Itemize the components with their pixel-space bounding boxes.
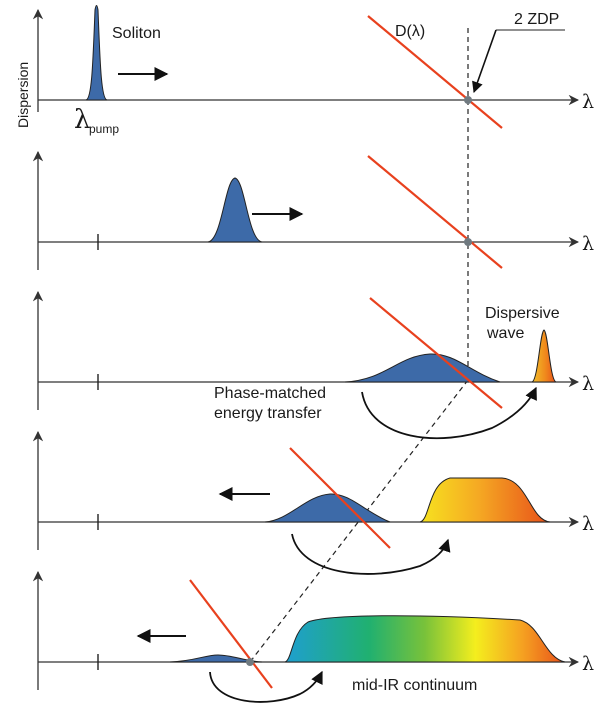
panel-1-lambda-label: λ: [582, 91, 594, 113]
panel-4: λ: [32, 430, 594, 575]
dispersion-curve-5: [189, 579, 273, 689]
zdp-marker-1: [464, 96, 472, 104]
dispersion-curve-4: [289, 447, 391, 549]
panel-5: λ mid-IR continuum: [32, 570, 594, 703]
shifted-soliton-pulse: [207, 177, 263, 243]
pump-lambda-subscript: pump: [89, 122, 119, 136]
dispersive-wave-pulse: [531, 329, 557, 383]
energy-transfer-arrow-3: [361, 386, 537, 440]
continuum-label: mid-IR continuum: [352, 677, 477, 694]
soliton-pulse: [85, 5, 108, 101]
zdp-marker-5: [246, 658, 254, 666]
dispersive-wave-label-line1: Dispersive: [485, 305, 560, 322]
panel-3-lambda-label: λ: [582, 373, 594, 395]
panel-4-dispersive-band: [419, 477, 551, 523]
phase-matched-label-line2: energy transfer: [214, 405, 322, 422]
panel-2: λ: [32, 150, 594, 270]
panel-3: λ Dispersive wave Phase-matched energy t…: [32, 290, 594, 440]
broadened-soliton-pulse: [344, 353, 501, 383]
dispersion-curve-label: D(λ): [395, 23, 425, 40]
dispersion-curve-1: [367, 15, 503, 129]
dispersive-wave-label-line2: wave: [486, 325, 524, 342]
panel-1: λ Soliton λ pump D(λ) 2 ZDP: [32, 5, 594, 136]
zdp-pointer-arrow: [472, 29, 497, 94]
panel-5-lambda-label: λ: [582, 653, 594, 675]
panel-4-lambda-label: λ: [582, 513, 594, 535]
y-axis-label: Dispersion: [15, 62, 31, 128]
pump-lambda-symbol: λ: [74, 105, 90, 135]
dispersion-curve-3: [369, 297, 503, 409]
dispersion-curve-2: [367, 155, 503, 269]
zdp-label: 2 ZDP: [514, 11, 559, 28]
panel-2-lambda-label: λ: [582, 233, 594, 255]
zdp-diagonal-guide: [249, 379, 469, 663]
panel-4-soliton-pulse: [264, 493, 391, 523]
phase-matched-label-line1: Phase-matched: [214, 385, 326, 402]
zdp-marker-2: [464, 238, 472, 246]
soliton-label: Soliton: [112, 25, 161, 42]
mid-ir-continuum-band: [284, 615, 566, 663]
energy-transfer-arrow-5: [209, 670, 323, 703]
energy-transfer-arrow-4: [291, 533, 451, 575]
